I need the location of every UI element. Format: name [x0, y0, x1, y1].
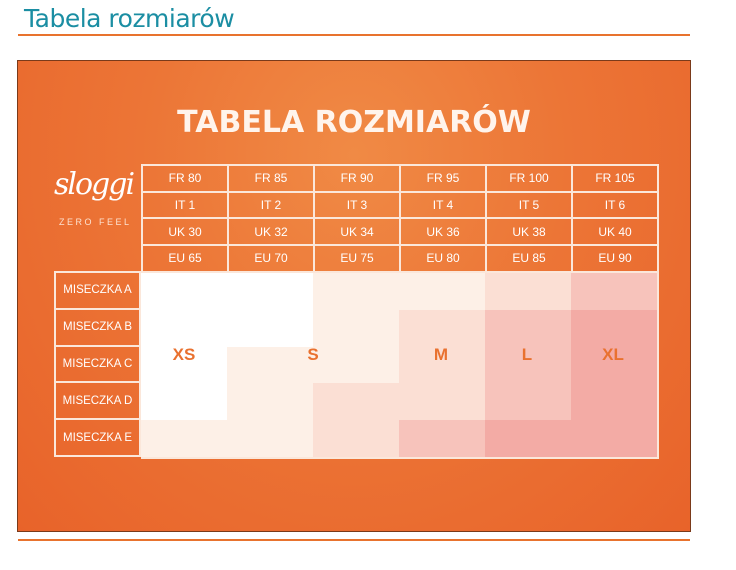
size-label: XS: [172, 345, 196, 364]
cup-row-label: MISECZKA D: [55, 382, 140, 420]
cup-row-label: MISECZKA C: [55, 345, 140, 383]
size-cell: [313, 420, 399, 457]
cup-labels: MISECZKA A MISECZKA B MISECZKA C MISECZKA D…: [54, 271, 141, 457]
header-cell: IT 5: [486, 191, 572, 219]
header-cell: IT 1: [142, 191, 228, 219]
header-cell: IT 6: [572, 191, 658, 219]
size-cell: [399, 346, 485, 384]
header-cell: UK 34: [314, 218, 400, 246]
size-cell: [571, 383, 657, 421]
size-cell: [485, 383, 571, 421]
size-cell: [399, 273, 485, 310]
size-label: S: [307, 345, 319, 364]
size-cell: [485, 420, 571, 457]
header-cell: FR 105: [572, 165, 658, 192]
size-cell: [571, 420, 657, 457]
size-cell: [571, 309, 657, 347]
size-cell: [399, 420, 485, 457]
size-cell: [313, 383, 399, 421]
size-label: L: [521, 345, 533, 364]
sloggi-logo: sloggi: [54, 167, 135, 202]
size-cell: [399, 309, 485, 347]
size-cell: [227, 309, 313, 347]
header-cell: FR 85: [228, 165, 314, 192]
size-cell: [571, 346, 657, 384]
size-grid: [141, 271, 659, 459]
header-cell: EU 85: [486, 245, 572, 272]
header-cell: UK 36: [400, 218, 486, 246]
header-cell: UK 40: [572, 218, 658, 246]
size-cell: [485, 346, 571, 384]
title-divider: [18, 34, 690, 36]
size-chart-image: TABELA ROZMIARÓW sloggi ZERO FEEL FR 80 F…: [17, 60, 691, 532]
header-cell: FR 80: [142, 165, 228, 192]
size-cell: [313, 346, 399, 384]
size-header-grid: FR 80 FR 85 FR 90 FR 95 FR 100 FR 105 IT 1 IT 2…: [141, 164, 659, 273]
size-label: XL: [602, 345, 624, 364]
size-cell: [141, 309, 227, 347]
size-cell: [141, 383, 227, 421]
header-cell: IT 3: [314, 191, 400, 219]
bottom-divider: [18, 539, 690, 541]
size-cell: [399, 383, 485, 421]
size-cell: [227, 273, 313, 310]
cup-row-label: MISECZKA A: [55, 272, 140, 309]
size-cell: [313, 309, 399, 347]
size-cell: [227, 383, 313, 421]
header-cell: EU 90: [572, 245, 658, 272]
header-cell: UK 32: [228, 218, 314, 246]
page-title: Tabela rozmiarów: [24, 4, 235, 33]
header-cell: EU 80: [400, 245, 486, 272]
size-cell: [227, 420, 313, 457]
header-cell: UK 38: [486, 218, 572, 246]
header-cell: EU 75: [314, 245, 400, 272]
size-cell: [141, 346, 227, 384]
cup-row-label: MISECZKA B: [55, 308, 140, 346]
header-cell: FR 100: [486, 165, 572, 192]
header-cell: EU 70: [228, 245, 314, 272]
size-cell: [227, 346, 313, 384]
size-label: M: [433, 345, 449, 364]
header-cell: FR 95: [400, 165, 486, 192]
cup-row-label: MISECZKA E: [55, 419, 140, 456]
header-cell: IT 2: [228, 191, 314, 219]
header-cell: EU 65: [142, 245, 228, 272]
size-cell: [141, 420, 227, 457]
size-cell: [141, 273, 227, 310]
header-cell: UK 30: [142, 218, 228, 246]
size-cell: [485, 309, 571, 347]
size-cell: [485, 273, 571, 310]
header-cell: FR 90: [314, 165, 400, 192]
logo-subtitle: ZERO FEEL: [59, 217, 132, 227]
header-cell: IT 4: [400, 191, 486, 219]
size-cell: [571, 273, 657, 310]
size-cell: [313, 273, 399, 310]
chart-title: TABELA ROZMIARÓW: [177, 105, 531, 140]
